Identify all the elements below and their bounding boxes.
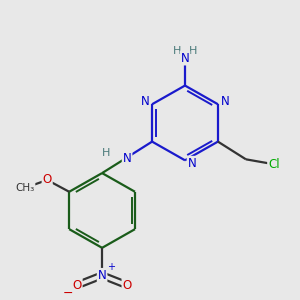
Text: N: N — [181, 52, 189, 64]
Text: N: N — [188, 157, 196, 170]
Text: N: N — [141, 95, 149, 108]
Text: N: N — [123, 152, 131, 165]
Text: +: + — [107, 262, 115, 272]
Text: O: O — [43, 173, 52, 187]
Text: Cl: Cl — [268, 158, 280, 171]
Text: CH₃: CH₃ — [16, 183, 35, 193]
Text: N: N — [98, 269, 106, 282]
Text: H: H — [102, 148, 110, 158]
Text: H: H — [189, 46, 197, 56]
Text: −: − — [63, 286, 73, 300]
Text: H: H — [173, 46, 181, 56]
Text: O: O — [73, 279, 82, 292]
Text: N: N — [220, 95, 229, 108]
Text: O: O — [122, 279, 132, 292]
